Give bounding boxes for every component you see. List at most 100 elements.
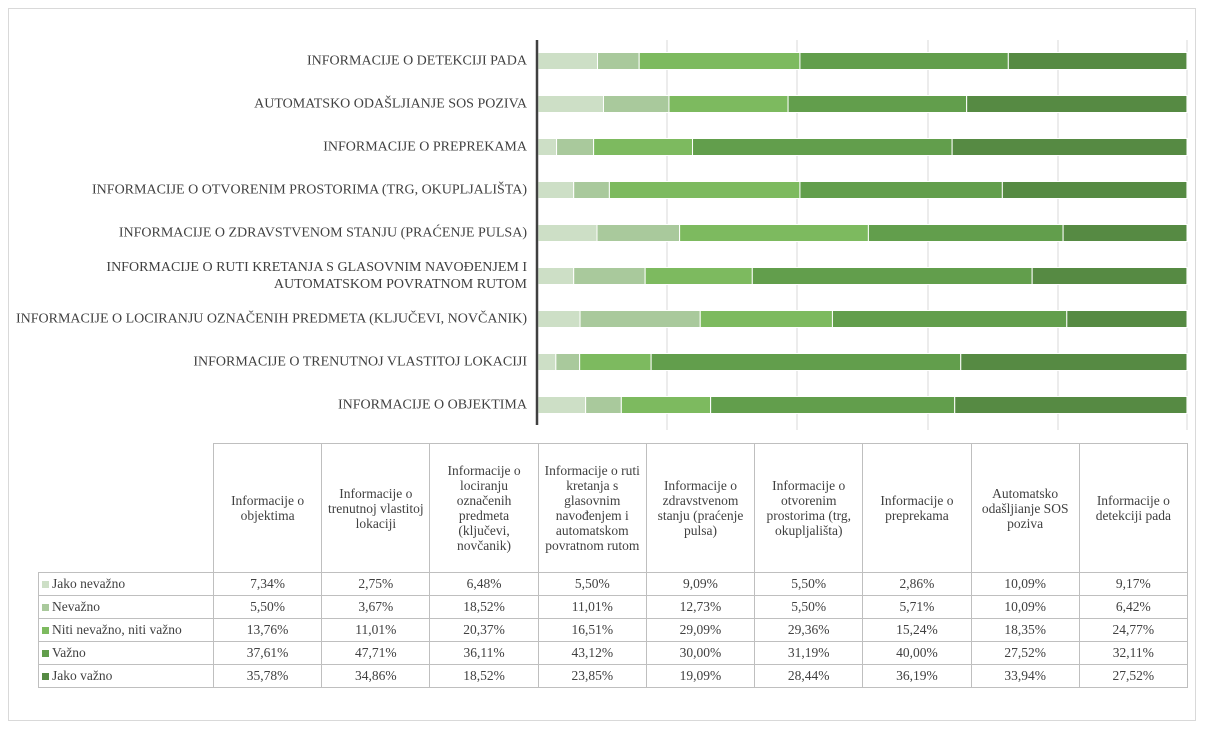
bar-segment (954, 396, 1188, 414)
value-cell: 2,75% (321, 572, 431, 596)
bar-segment (966, 95, 1188, 113)
row-label: Jako nevažno (38, 572, 214, 596)
bar-segment (831, 310, 1068, 328)
value-cell: 11,01% (537, 595, 647, 619)
legend-swatch (42, 581, 49, 588)
bar-segment (960, 353, 1188, 371)
legend-label: Važno (52, 645, 86, 660)
bar-segment (699, 310, 833, 328)
column-header: Informacije o preprekama (862, 443, 972, 573)
data-row: Važno 37,61% 47,71% 36,11% 43,12% 30,00% 31,19… (38, 641, 1188, 665)
value-cell: 5,50% (754, 595, 864, 619)
column-header: Informacije o trenutnoj vlastitoj lokaci… (321, 443, 431, 573)
bar-segment (537, 396, 587, 414)
bar-segment (679, 224, 869, 242)
bar-segment (638, 52, 801, 70)
column-header: Informacije o lociranju označenih predme… (429, 443, 539, 573)
bar-segment (799, 52, 1009, 70)
column-header: Informacije o ruti kretanja s glasovnim … (537, 443, 647, 573)
value-cell: 36,19% (862, 664, 972, 688)
legend-swatch (42, 604, 49, 611)
bar-segment (537, 181, 575, 199)
value-cell: 3,67% (321, 595, 431, 619)
category-label: Informacije o trenutnoj vlastitoj lokaci… (193, 354, 527, 370)
row-label: Jako važno (38, 664, 214, 688)
bar-segment (573, 267, 646, 285)
bar-segment (597, 52, 640, 70)
value-cell: 18,52% (429, 595, 539, 619)
value-cell: 30,00% (645, 641, 756, 665)
legend-label: Jako važno (52, 668, 113, 683)
bar-segment (710, 396, 956, 414)
bar-segment (537, 95, 604, 113)
value-cell: 28,44% (754, 664, 864, 688)
column-header: Informacije o zdravstvenom stanju (praće… (645, 443, 756, 573)
bar-segment (799, 181, 1003, 199)
value-cell: 27,52% (970, 641, 1080, 665)
value-cell: 43,12% (537, 641, 647, 665)
value-cell: 13,76% (212, 618, 323, 642)
bar-segment (585, 396, 622, 414)
value-cell: 18,52% (429, 664, 539, 688)
value-cell: 7,34% (212, 572, 323, 596)
bar-segment (537, 138, 558, 156)
bar-segment (555, 353, 581, 371)
value-cell: 5,50% (212, 595, 323, 619)
bar-segment (579, 310, 701, 328)
value-cell: 24,77% (1078, 618, 1188, 642)
chart-frame (8, 8, 1196, 721)
value-cell: 40,00% (862, 641, 972, 665)
value-cell: 9,09% (645, 572, 756, 596)
value-cell: 5,50% (754, 572, 864, 596)
value-cell: 36,11% (429, 641, 539, 665)
value-cell: 33,94% (970, 664, 1080, 688)
column-header: Informacije o detekciji pada (1078, 443, 1188, 573)
bar-segment (593, 138, 694, 156)
category-label: Informacije o detekciji pada (307, 53, 527, 69)
bar-segment (951, 138, 1188, 156)
value-cell: 10,09% (970, 572, 1080, 596)
bar-segment (1007, 52, 1188, 70)
column-header: Informacije o objektima (212, 443, 323, 573)
value-cell: 5,71% (862, 595, 972, 619)
category-label: Informacije o preprekama (323, 139, 527, 155)
row-label: Nevažno (38, 595, 214, 619)
bar-segment (1066, 310, 1188, 328)
value-cell: 23,85% (537, 664, 647, 688)
legend-label: Niti nevažno, niti važno (52, 622, 182, 637)
value-cell: 35,78% (212, 664, 323, 688)
value-cell: 27,52% (1078, 664, 1188, 688)
legend-label: Nevažno (52, 599, 100, 614)
value-cell: 6,42% (1078, 595, 1188, 619)
legend-swatch (42, 673, 49, 680)
bar-segment (537, 267, 575, 285)
data-row: Jako važno 35,78% 34,86% 18,52% 23,85% 19,09%… (38, 664, 1188, 688)
bar-segment (602, 95, 670, 113)
bar-segment (573, 181, 610, 199)
value-cell: 20,37% (429, 618, 539, 642)
header-row: Informacije o objektima Informacije o tre… (39, 443, 1188, 573)
row-label: Niti nevažno, niti važno (38, 618, 214, 642)
data-row: Jako nevažno 7,34% 2,75% 6,48% 5,50% 9,09% 5,5… (38, 572, 1188, 596)
value-cell: 2,86% (862, 572, 972, 596)
bars (537, 52, 1188, 414)
header-blank (39, 444, 214, 573)
bar-segment (787, 95, 968, 113)
value-cell: 10,09% (970, 595, 1080, 619)
value-cell: 11,01% (321, 618, 431, 642)
bar-segment (1001, 181, 1188, 199)
bar-segment (608, 181, 801, 199)
bar-segment (596, 224, 681, 242)
category-label: Informacije o otvorenim prostorima (trg,… (92, 182, 527, 198)
data-table: Informacije o objektima Informacije o tre… (38, 443, 1188, 688)
row-label: Važno (38, 641, 214, 665)
value-cell: 31,19% (754, 641, 864, 665)
bar-segment (751, 267, 1033, 285)
value-cell: 29,09% (645, 618, 756, 642)
bar-segment (537, 224, 598, 242)
value-cell: 16,51% (537, 618, 647, 642)
category-label: Informacije o objektima (337, 397, 527, 413)
bar-segment (650, 353, 962, 371)
